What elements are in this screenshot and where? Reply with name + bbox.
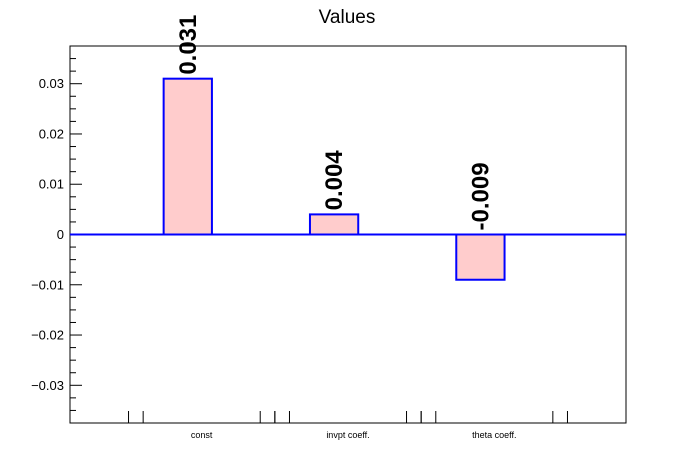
y-tick-label: −0.02 <box>31 328 64 343</box>
y-tick-label: 0.01 <box>39 177 64 192</box>
bar <box>162 77 213 236</box>
data-label: -0.009 <box>467 162 494 230</box>
y-tick-label: 0.03 <box>39 76 64 91</box>
x-category-label: theta coeff. <box>472 430 516 440</box>
x-axis: const invpt coeff. theta coeff. <box>128 411 568 440</box>
bar <box>308 213 360 236</box>
y-axis: −0.03 −0.02 −0.01 0 0.01 0.02 0.03 <box>31 58 82 411</box>
y-tick-label: −0.03 <box>31 378 64 393</box>
data-label: 0.004 <box>321 150 348 211</box>
y-tick-label: −0.01 <box>31 277 64 292</box>
y-tick-label: 0.02 <box>39 126 64 141</box>
y-tick-label: 0 <box>57 227 64 242</box>
x-category-label: const <box>191 430 213 440</box>
bar <box>455 233 506 281</box>
x-category-label: invpt coeff. <box>326 430 369 440</box>
data-label: 0.031 <box>175 15 202 75</box>
data-labels: 0.031 0.004 -0.009 <box>175 15 495 231</box>
chart-title: Values <box>319 7 376 28</box>
bars <box>70 77 626 281</box>
